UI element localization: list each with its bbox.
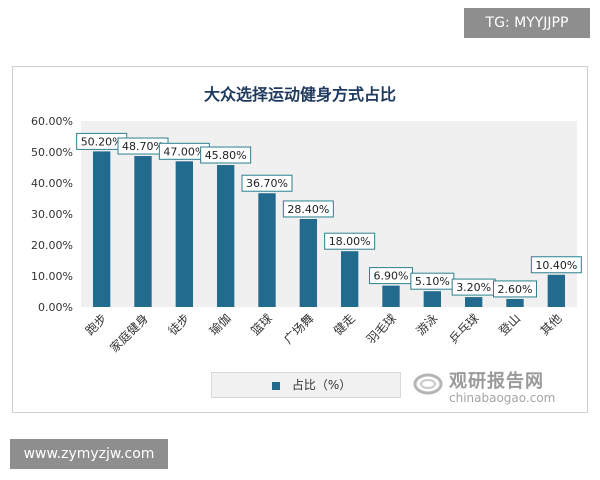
y-tick-label: 0.00% xyxy=(38,301,73,314)
category-label: 广场舞 xyxy=(281,311,316,346)
category-label: 跑步 xyxy=(83,311,110,338)
category-label: 羽毛球 xyxy=(364,311,399,346)
bar xyxy=(134,156,152,307)
chart-title: 大众选择运动健身方式占比 xyxy=(203,85,396,104)
category-label: 徒步 xyxy=(166,311,193,338)
bar xyxy=(382,285,400,307)
data-label-box xyxy=(241,174,293,192)
data-label: 45.80% xyxy=(205,149,247,162)
data-label-box xyxy=(493,280,537,298)
category-label: 游泳 xyxy=(414,311,441,338)
data-label: 6.90% xyxy=(374,270,409,283)
bar xyxy=(175,161,194,307)
watermark-name: 观研报告网 xyxy=(449,371,544,392)
source-watermark: 观研报告网 chinabaogao.com xyxy=(413,367,583,407)
bottom-watermark-tag: www.zymyzjw.com xyxy=(10,439,168,469)
legend-swatch xyxy=(272,381,280,390)
category-label: 其他 xyxy=(538,311,565,338)
data-label: 36.70% xyxy=(246,177,288,190)
data-label: 28.40% xyxy=(287,203,329,216)
data-label: 5.10% xyxy=(415,275,450,288)
bar xyxy=(299,218,318,307)
category-label: 篮球 xyxy=(248,311,276,339)
y-tick-label: 10.00% xyxy=(31,270,73,283)
legend-label: 占比（%） xyxy=(291,378,352,392)
bar xyxy=(92,151,111,307)
bar xyxy=(258,193,276,307)
category-label: 瑜伽 xyxy=(206,311,234,339)
category-label: 乒乓球 xyxy=(446,311,481,346)
category-label: 登山 xyxy=(496,311,524,339)
bar-chart: 0.00% 10.00% 20.00% 30.00% 40.00% 50.00% 60.00… xyxy=(31,115,582,356)
data-label: 2.60% xyxy=(498,283,533,296)
data-label: 47.00% xyxy=(163,145,205,158)
swirl-logo-icon xyxy=(413,373,443,395)
category-label: 健走 xyxy=(331,311,358,338)
data-label: 10.40% xyxy=(535,259,577,272)
y-tick-label: 40.00% xyxy=(31,177,73,190)
data-label: 3.20% xyxy=(456,281,491,294)
chart-panel: 0.00% 10.00% 20.00% 30.00% 40.00% 50.00% 60.00… xyxy=(12,66,588,413)
data-label: 18.00% xyxy=(329,235,371,248)
bar xyxy=(423,291,442,307)
data-label-box xyxy=(324,232,376,250)
bar xyxy=(547,274,566,307)
y-tick-label: 20.00% xyxy=(31,239,73,252)
top-watermark-tag: TG: MYYJJPP xyxy=(464,8,590,38)
bar xyxy=(506,298,524,307)
category-label: 家庭健身 xyxy=(107,311,152,356)
data-label-box xyxy=(282,200,334,218)
y-tick-label: 30.00% xyxy=(31,208,73,221)
watermark-url: chinabaogao.com xyxy=(449,391,556,405)
data-label: 50.20% xyxy=(81,135,123,148)
bar xyxy=(340,251,359,307)
data-label-box xyxy=(530,256,582,274)
y-tick-label: 60.00% xyxy=(31,115,73,128)
chart-legend: 占比（%） xyxy=(211,372,401,398)
bar xyxy=(464,297,483,307)
data-label-box xyxy=(200,146,252,164)
bar xyxy=(216,165,235,307)
y-tick-label: 50.00% xyxy=(31,146,73,159)
data-label: 48.70% xyxy=(122,140,164,153)
